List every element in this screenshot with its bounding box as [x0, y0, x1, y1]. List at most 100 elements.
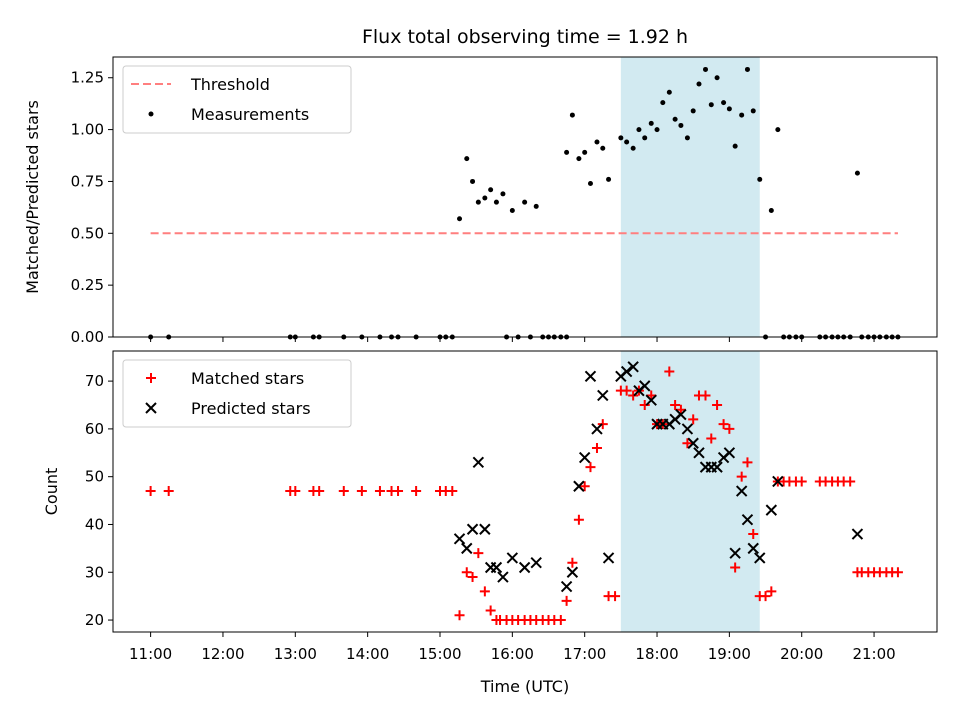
measurement-point [708, 102, 714, 108]
measurement-point [606, 176, 612, 182]
measurement-point [660, 100, 666, 106]
x-tick-label: 21:00 [852, 645, 895, 663]
matched-star-point [892, 567, 903, 578]
matched-star-point [314, 486, 325, 497]
matched-star-point [706, 433, 717, 444]
predicted-star-point [620, 365, 633, 378]
matched-star-point [766, 586, 777, 597]
matched-star-point [670, 400, 681, 411]
y-tick-label: 60 [85, 420, 104, 438]
measurement-point [678, 122, 684, 128]
measurement-point [600, 145, 606, 151]
measurement-point [648, 120, 654, 126]
measurement-point [702, 66, 708, 72]
y-tick-label: 70 [85, 372, 104, 390]
measurement-point [475, 199, 481, 205]
y-tick-label: 0.25 [71, 276, 104, 294]
matched-star-point [610, 591, 621, 602]
measurement-point [721, 100, 727, 106]
measurement-point [726, 106, 732, 112]
predicted-star-point [741, 513, 754, 526]
predicted-star-point [591, 423, 603, 435]
measurement-point [672, 116, 678, 122]
measurement-point [666, 89, 672, 95]
measurement-point [569, 112, 575, 118]
predicted-star-point [735, 485, 748, 497]
measurement-point [739, 112, 745, 118]
predicted-star-point [453, 533, 466, 545]
predicted-star-point [747, 542, 759, 555]
matched-star-point [585, 462, 596, 473]
count-x-axis: 11:00 12:00 13:00 14:00 15:00 16:00 17:00 18:00… [129, 632, 896, 663]
measurement-point [624, 139, 630, 145]
matched-star-point [682, 438, 693, 449]
matched-star-point [597, 419, 608, 430]
measurement-point [587, 181, 593, 187]
predicted-star-point [693, 447, 705, 459]
measurement-point [533, 203, 539, 209]
predicted-star-point [687, 437, 699, 449]
predicted-star-point [466, 523, 479, 535]
matched-star-point [145, 486, 156, 497]
y-tick-label: 1.25 [71, 69, 104, 87]
legend-box [122, 359, 352, 428]
measurement-point [854, 170, 860, 176]
y-tick-label: 0.75 [71, 172, 104, 190]
predicted-star-point [461, 542, 473, 555]
legend-label: Measurements [191, 105, 309, 124]
measurement-point [457, 216, 463, 222]
predicted-star-point [602, 552, 615, 564]
legend-marker [145, 402, 157, 414]
count-legend: Matched stars Predicted stars [122, 359, 352, 428]
measurement-point [732, 143, 738, 149]
matched-star-point [621, 385, 632, 396]
predicted-star-point [754, 552, 766, 564]
measurement-point [576, 156, 582, 162]
legend-label: Predicted stars [191, 399, 311, 418]
x-tick-label: 16:00 [491, 645, 534, 663]
matched-star-point [639, 400, 650, 411]
x-tick-label: 19:00 [708, 645, 751, 663]
matched-star-point [374, 486, 385, 497]
matched-star-point [675, 404, 686, 415]
predicted-star-point [711, 461, 723, 473]
measurement-point [594, 139, 600, 145]
predicted-star-point [560, 580, 573, 593]
chart-title: Flux total observing time = 1.92 h [362, 26, 688, 48]
ratio-x-ticks [150, 337, 875, 342]
matched-star-point [411, 486, 422, 497]
measurement-point [684, 135, 690, 141]
x-tick-label: 20:00 [780, 645, 823, 663]
observing-window-span [620, 57, 760, 337]
matched-star-point [664, 366, 675, 377]
predicted-star-point [578, 451, 591, 464]
matched-star-point [573, 514, 584, 525]
measurement-point [757, 176, 763, 182]
predicted-star-point [566, 566, 579, 578]
count-panel: 20 30 40 50 60 70 11:00 12:00 13:00 14:00 15:00 16… [42, 350, 938, 696]
predicted-star-point [497, 571, 509, 583]
x-tick-label: 11:00 [129, 645, 172, 663]
predicted-star-point [681, 423, 694, 435]
y-tick-label: 0.50 [71, 224, 104, 242]
matched-star-point [473, 548, 484, 559]
measurement-point [750, 108, 756, 114]
count-y-axis: 20 30 40 50 60 70 [85, 372, 113, 629]
ratio-y-axis: 0.00 0.25 0.50 0.75 1.00 1.25 [71, 69, 113, 346]
matched-star-point [760, 591, 771, 602]
measurement-point [564, 149, 570, 155]
y-tick-label: 30 [85, 563, 104, 581]
measurement-point [768, 207, 774, 213]
measurement-point [744, 66, 750, 72]
ratio-legend: Threshold Measurements [122, 65, 352, 134]
measurement-point [696, 81, 702, 87]
measurement-point [482, 195, 488, 201]
matched-star-point [736, 471, 747, 482]
legend-label: Threshold [190, 75, 270, 94]
measurement-point [775, 127, 781, 133]
y-tick-label: 50 [85, 468, 104, 486]
matched-star-point [461, 567, 472, 578]
predicted-star-point [506, 552, 519, 564]
predicted-star-point [772, 475, 784, 488]
